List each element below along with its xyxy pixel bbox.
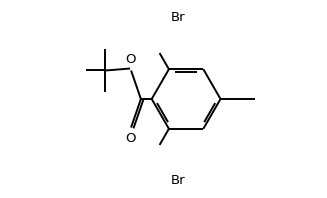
Text: O: O xyxy=(125,132,135,145)
Text: Br: Br xyxy=(171,11,185,24)
Text: Br: Br xyxy=(171,174,185,187)
Text: O: O xyxy=(125,53,135,66)
